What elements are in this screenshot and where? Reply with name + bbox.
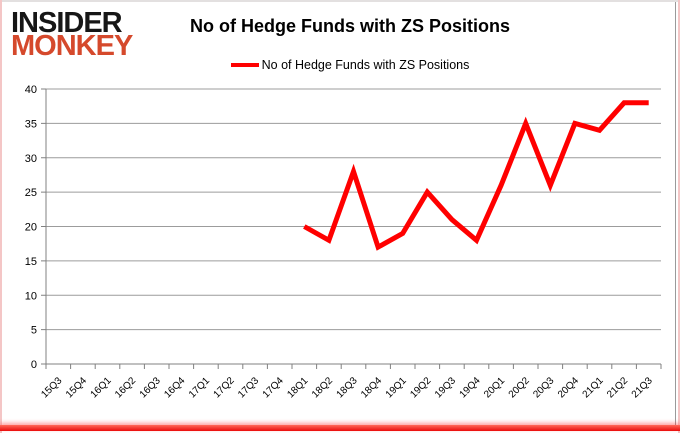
- x-axis-label: 16Q3: [138, 375, 163, 400]
- x-axis-label: 18Q1: [285, 375, 310, 400]
- y-axis-label: 15: [25, 256, 37, 268]
- y-axis-label: 5: [31, 325, 37, 337]
- x-axis-label: 19Q2: [408, 375, 433, 400]
- x-axis-label: 18Q3: [335, 375, 360, 400]
- x-axis-label: 21Q3: [630, 375, 655, 400]
- x-axis-label: 20Q3: [531, 375, 556, 400]
- x-axis-label: 16Q1: [89, 375, 114, 400]
- x-axis-label: 16Q2: [113, 375, 138, 400]
- x-axis-label: 15Q4: [64, 375, 89, 400]
- x-axis-label: 17Q1: [187, 375, 212, 400]
- y-axis-label: 40: [25, 84, 37, 96]
- chart-title: No of Hedge Funds with ZS Positions: [190, 16, 510, 36]
- legend-label: No of Hedge Funds with ZS Positions: [261, 58, 470, 72]
- y-axis-label: 10: [25, 290, 37, 302]
- x-axis-label: 20Q1: [482, 375, 507, 400]
- frame-bottom-red-bar: [0, 425, 680, 431]
- frame-right-gray-line: [675, 2, 676, 425]
- x-axis-label: 15Q3: [39, 375, 64, 400]
- x-axis-label: 17Q4: [261, 375, 286, 400]
- frame-right-edge: [678, 0, 680, 433]
- x-axis-label: 19Q4: [458, 375, 483, 400]
- y-axis-label: 30: [25, 153, 37, 165]
- y-axis-label: 0: [31, 359, 37, 371]
- chart-legend: No of Hedge Funds with ZS Positions: [90, 58, 610, 72]
- x-axis-label: 18Q2: [310, 375, 335, 400]
- frame-top-edge: [0, 0, 680, 2]
- x-axis-label: 17Q3: [236, 375, 261, 400]
- y-axis-label: 25: [25, 187, 37, 199]
- x-axis-label: 20Q4: [556, 375, 581, 400]
- x-axis-label: 18Q4: [359, 375, 384, 400]
- x-axis-label: 19Q1: [384, 375, 409, 400]
- x-axis-label: 21Q1: [581, 375, 606, 400]
- data-series-line: [303, 100, 649, 251]
- x-axis-label: 17Q2: [212, 375, 237, 400]
- x-axis-label: 19Q3: [433, 375, 458, 400]
- legend-line-swatch: [230, 63, 259, 67]
- x-axis-label: 21Q2: [605, 375, 630, 400]
- y-axis-label: 35: [25, 118, 37, 130]
- frame-left-edge: [0, 0, 2, 433]
- x-axis-label: 20Q2: [507, 375, 532, 400]
- insider-monkey-logo: INSIDER MONKEY: [11, 7, 133, 62]
- x-axis-label: 16Q4: [162, 375, 187, 400]
- logo-text-insider: INSIDER: [11, 7, 123, 39]
- y-axis-label: 20: [25, 222, 37, 234]
- logo-text-monkey: MONKEY: [11, 30, 133, 62]
